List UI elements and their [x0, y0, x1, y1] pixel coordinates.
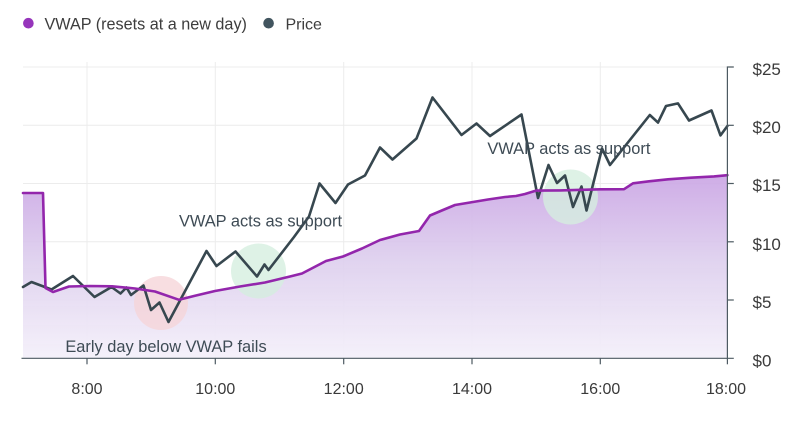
svg-text:VWAP acts as support: VWAP acts as support	[487, 140, 651, 158]
svg-text:8:00: 8:00	[71, 381, 102, 398]
svg-text:10:00: 10:00	[195, 381, 235, 398]
svg-text:VWAP (resets at a new day): VWAP (resets at a new day)	[45, 15, 247, 33]
svg-text:VWAP acts as support: VWAP acts as support	[179, 213, 343, 231]
svg-text:$5: $5	[753, 293, 772, 312]
svg-text:Price: Price	[286, 16, 323, 33]
svg-text:$10: $10	[753, 235, 781, 254]
svg-text:$25: $25	[753, 60, 781, 79]
svg-text:Early day below VWAP fails: Early day below VWAP fails	[65, 338, 266, 356]
svg-text:14:00: 14:00	[452, 381, 492, 398]
svg-text:18:00: 18:00	[706, 381, 746, 398]
svg-text:12:00: 12:00	[324, 381, 364, 398]
svg-text:$20: $20	[753, 118, 781, 137]
svg-text:$0: $0	[753, 352, 772, 371]
svg-text:16:00: 16:00	[580, 381, 620, 398]
svg-text:$15: $15	[753, 176, 781, 195]
